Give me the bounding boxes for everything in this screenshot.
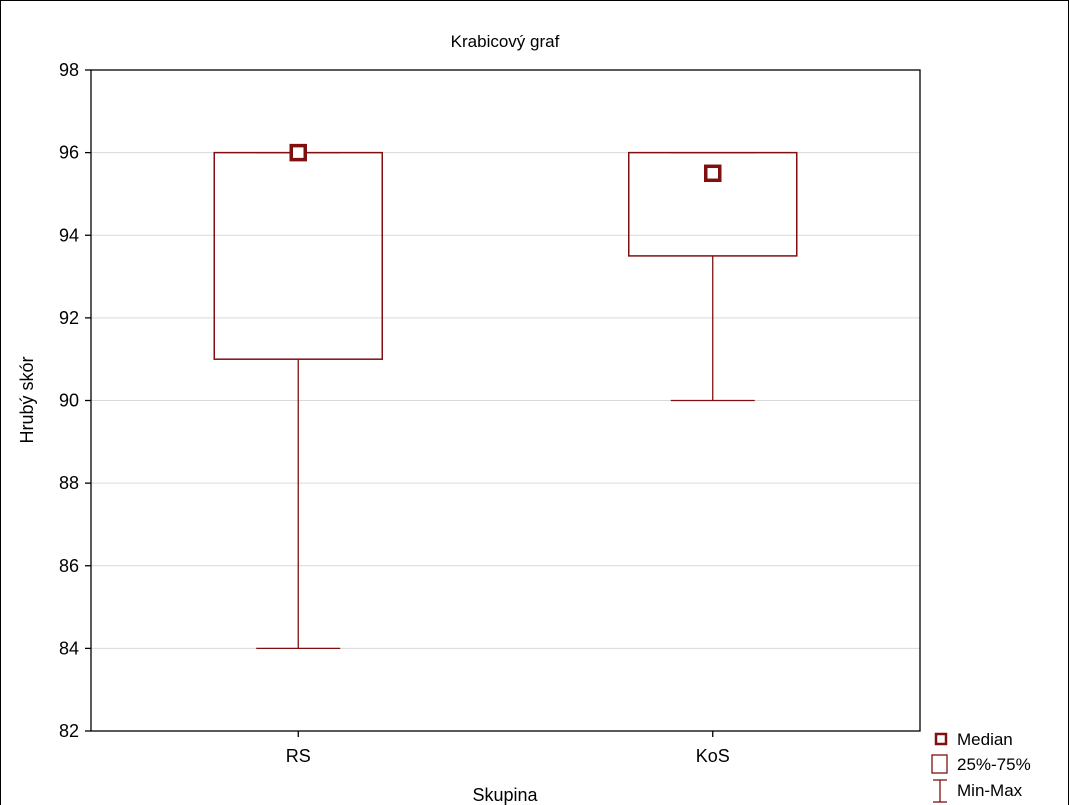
legend-median-icon xyxy=(934,732,948,746)
y-tick-label: 84 xyxy=(59,638,79,658)
legend-minmax-icon xyxy=(933,779,947,803)
legend-minmax-label: Min-Max xyxy=(957,781,1023,800)
y-tick-label: 98 xyxy=(59,60,79,80)
x-axis-label: Skupina xyxy=(472,785,538,805)
y-tick-label: 96 xyxy=(59,143,79,163)
y-tick-label: 88 xyxy=(59,473,79,493)
y-tick-label: 82 xyxy=(59,721,79,741)
y-tick-label: 86 xyxy=(59,556,79,576)
iqr-box xyxy=(628,151,798,257)
y-tick-label: 90 xyxy=(59,391,79,411)
y-tick-label: 94 xyxy=(59,225,79,245)
y-axis-label: Hrubý skór xyxy=(17,356,37,443)
x-axis-ticks: RS KoS xyxy=(286,731,730,766)
gridlines xyxy=(91,152,920,649)
boxes xyxy=(213,143,798,650)
x-tick-label: RS xyxy=(286,746,311,766)
box-rs xyxy=(213,143,383,650)
median-marker xyxy=(704,164,722,183)
y-axis-ticks: 82 84 86 88 90 92 94 96 98 xyxy=(59,60,91,741)
legend-box-icon xyxy=(931,754,948,774)
x-tick-label: KoS xyxy=(696,746,730,766)
legend-median-label: Median xyxy=(957,730,1013,749)
chart-title: Krabicový graf xyxy=(451,32,560,51)
median-marker xyxy=(289,143,307,162)
legend-box-label: 25%-75% xyxy=(957,755,1031,774)
y-tick-label: 92 xyxy=(59,308,79,328)
legend: Median 25%-75% Min-Max xyxy=(931,730,1031,803)
iqr-box xyxy=(213,151,383,360)
box-kos xyxy=(628,151,798,402)
